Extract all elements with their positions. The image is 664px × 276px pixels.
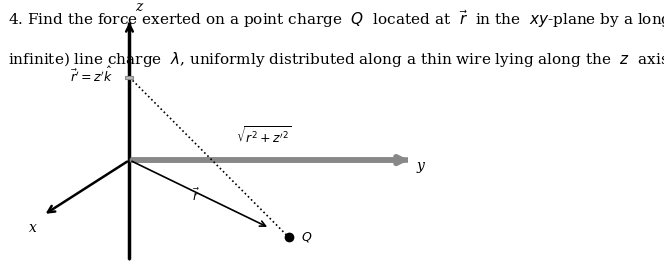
Text: 4. Find the force exerted on a point charge  $Q$  located at  $\vec{r}$  in the : 4. Find the force exerted on a point cha… bbox=[8, 8, 664, 30]
Text: $Q$: $Q$ bbox=[301, 230, 312, 244]
Text: $\sqrt{r^2+z^{\prime 2}}$: $\sqrt{r^2+z^{\prime 2}}$ bbox=[236, 125, 291, 146]
Text: infinite) line charge  $\lambda$, uniformly distributed along a thin wire lying : infinite) line charge $\lambda$, uniform… bbox=[8, 50, 664, 69]
Bar bbox=[125, 76, 133, 79]
Text: $\vec{r}$: $\vec{r}$ bbox=[192, 188, 200, 204]
Text: y: y bbox=[417, 159, 425, 172]
Text: x: x bbox=[29, 221, 37, 235]
Text: $\vec{r}'= z'\hat{k}$: $\vec{r}'= z'\hat{k}$ bbox=[70, 66, 113, 86]
Text: z: z bbox=[135, 0, 142, 14]
